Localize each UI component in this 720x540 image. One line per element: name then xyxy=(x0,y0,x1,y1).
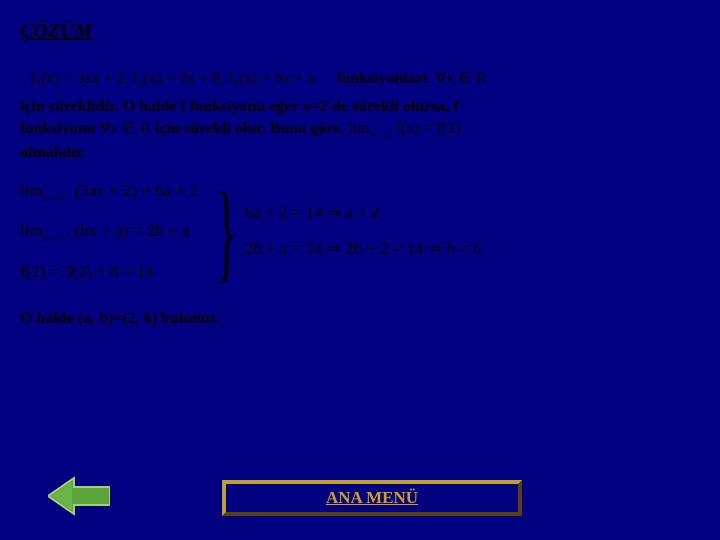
right-brace-icon: } xyxy=(216,182,237,281)
explanation-paragraph: için süreklidir. O halde f fonksiyonu eğ… xyxy=(20,96,700,163)
solution-title: ÇÖZÜM xyxy=(20,20,92,43)
forall-1: ∀x ∈ R xyxy=(436,68,488,88)
left-equations: limx→2⁻ (3ax + 2) = 6a + 2 limx→2⁺ (bx +… xyxy=(20,175,198,288)
main-menu-button[interactable]: ANA MENÜ xyxy=(222,480,522,516)
math-f1: f1(x) = 3ax + 2, f2(x) = 3x + 8, f3(x) =… xyxy=(30,70,315,90)
forall-2: ∀x ∈ R xyxy=(100,120,152,137)
lim-inline: limx→2 f(x) = f(2) xyxy=(348,120,460,137)
back-arrow-icon xyxy=(48,476,110,516)
f2-eq: f(2) = 3(2) + 8 = 14 xyxy=(20,262,198,282)
worked-math: limx→2⁻ (3ax + 2) = 6a + 2 limx→2⁺ (bx +… xyxy=(20,175,700,288)
solve-a: 6a + 2 = 14 ⇒ a = 2 xyxy=(245,203,482,223)
result-line: O halde (a, b)=(2, 6) bulunur. xyxy=(20,310,220,328)
functions-word: fonksiyonları xyxy=(337,70,428,88)
main-menu-label: ANA MENÜ xyxy=(326,488,418,508)
lim-eq-1: limx→2⁻ (3ax + 2) = 6a + 2 xyxy=(20,181,198,203)
back-arrow-button[interactable] xyxy=(48,476,110,516)
lim-eq-2: limx→2⁺ (bx + a) = 2b + a xyxy=(20,221,198,243)
right-equations: 6a + 2 = 14 ⇒ a = 2 2b + a = 14 ⇒ 2b + 2… xyxy=(245,203,482,259)
solve-b: 2b + a = 14 ⇒ 2b + 2 = 14 ⇒ b = 6 xyxy=(245,239,482,259)
function-definitions: f1(x) = 3ax + 2, f2(x) = 3x + 8, f3(x) =… xyxy=(30,68,487,90)
